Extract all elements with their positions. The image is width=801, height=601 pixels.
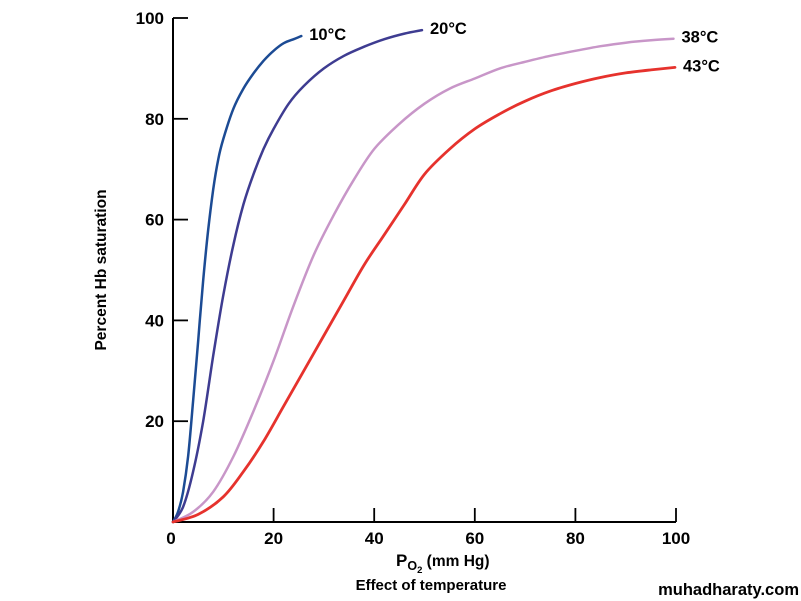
x-tick-label: 100	[662, 529, 690, 548]
x-axis-title-sub-o: O	[407, 559, 417, 573]
y-axis-title: Percent Hb saturation	[93, 189, 110, 350]
x-tick-label: 0	[166, 529, 175, 548]
x-axis-title-sub-2: 2	[417, 565, 422, 576]
y-tick-label: 80	[145, 110, 164, 129]
curve-label-43c: 43°C	[683, 57, 720, 75]
curve-38c	[171, 37, 675, 524]
x-tick-label: 40	[365, 529, 384, 548]
curve-label-10c: 10°C	[309, 26, 346, 44]
chart-dynamic-layer: 20 40 60 80 100 0 20 40 60 80 100 10°C 20°C 38°C 43°C	[136, 9, 720, 548]
x-axis-title-p: P	[396, 551, 407, 570]
curve-20c	[171, 28, 424, 524]
x-tick-label: 60	[465, 529, 484, 548]
x-axis-title: PO2 (mm Hg)	[396, 551, 490, 576]
watermark-text: muhadharaty.com	[658, 581, 799, 599]
x-tick-label: 80	[566, 529, 585, 548]
curve-label-38c: 38°C	[681, 29, 718, 47]
chart-caption: Effect of temperature	[356, 577, 507, 594]
x-tick-label: 20	[264, 529, 283, 548]
x-axis-title-units: (mm Hg)	[422, 553, 489, 570]
axis-lines	[172, 18, 676, 523]
y-tick-label: 20	[145, 412, 164, 431]
curve-43c	[171, 66, 677, 524]
y-tick-label: 100	[136, 9, 164, 28]
curve-10c	[171, 34, 303, 524]
curve-label-20c: 20°C	[430, 20, 467, 38]
y-tick-label: 60	[145, 211, 164, 230]
y-tick-label: 40	[145, 311, 164, 330]
